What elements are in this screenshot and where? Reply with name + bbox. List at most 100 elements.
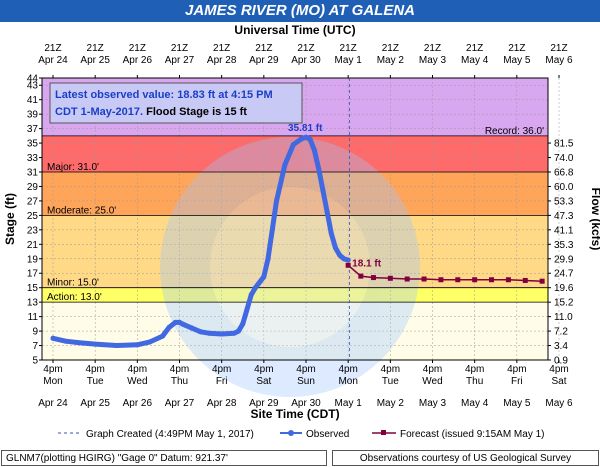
info-line-2-flood: Flood Stage is 15 ft [143,106,247,118]
observed-point [147,339,153,345]
x-day-label: Fri [511,376,523,387]
flow-tick-label: 11.0 [554,312,573,323]
x-time-label: 4pm [381,364,400,375]
observed-point [328,230,334,236]
latest-observation-box: Latest observed value: 18.83 ft at 4:15 … [49,82,303,124]
courtesy-footer: Observations courtesy of US Geological S… [332,450,599,466]
action-band [42,287,548,303]
observed-point [345,257,351,263]
plot-frame [41,77,549,361]
top-date-label: May 1 [335,55,363,66]
y-tick-label: 15 [27,283,39,294]
observed-point [341,256,347,262]
series-layer [50,78,545,360]
level-label-moderate: Moderate: 25.0' [47,205,116,216]
y-tick-label: 39 [27,110,39,121]
y-tick-label: 17 [27,269,39,280]
data-label-layer: 35.81 ft 18.1 ft [288,123,382,269]
observed-point [75,340,81,346]
forecast-start-label: 18.1 ft [352,258,382,269]
x-date-label: Apr 24 [38,398,68,409]
x-date-label: May 5 [503,398,531,409]
flow-tick-label: 0.9 [554,356,568,367]
forecast-point [455,277,461,283]
x-date-label: May 6 [545,398,573,409]
forecast-point [345,262,351,268]
flow-tick-label: 15.2 [554,298,574,309]
x-date-label: May 3 [419,398,447,409]
top-time-label: 21Z [171,43,188,54]
level-label-minor: Minor: 15.0' [47,278,99,289]
observed-point [269,227,275,233]
legend-forecast-marker [381,430,386,435]
observed-point [172,319,178,325]
forecast-point [489,277,495,283]
y-tick-label: 23 [27,225,39,236]
forecast-point [539,278,545,284]
top-date-label: Apr 30 [291,55,321,66]
y-tick-label: 25 [27,211,39,222]
chart-title: JAMES RIVER (MO) AT GALENA [0,0,600,22]
x-time-label: 4pm [549,364,568,375]
x-time-label: 4pm [423,364,442,375]
flow-tick-label: 47.3 [554,211,574,222]
x-day-label: Tue [87,376,104,387]
top-date-label: Apr 26 [123,55,153,66]
top-axis-label: Universal Time (UTC) [234,23,355,37]
observed-point [206,330,212,336]
flood-level-lines: Record: 36.0' Major: 31.0' Moderate: 25.0'… [42,126,548,303]
top-time-label: 21Z [129,43,146,54]
flow-tick-label: 66.8 [554,168,574,179]
observed-point [63,338,69,344]
y-tick-label: 11 [28,312,39,323]
observed-point [290,142,296,148]
observed-point [303,134,309,140]
y-tick-label: 35 [27,139,39,150]
top-time-label: 21Z [508,43,525,54]
y-tick-label: 5 [32,356,38,367]
forecast-point [421,276,427,282]
flow-tick-label: 74.0 [554,153,574,164]
y-axis-label: Stage (ft) [3,193,17,245]
observed-point [134,342,140,348]
top-date-label: May 4 [461,55,489,66]
legend-created-label: Graph Created (4:49PM May 1, 2017) [86,429,254,440]
flow-tick-label: 19.6 [554,283,574,294]
flow-tick-label: 81.5 [554,139,574,150]
x-time-label: 4pm [465,364,484,375]
x-day-label: Thu [171,376,188,387]
x-date-label: May 4 [461,398,489,409]
x-date-label: Apr 27 [165,398,195,409]
x-day-label: Mon [43,376,62,387]
flow-tick-label: 29.9 [554,254,574,265]
x-day-label: Sun [297,376,315,387]
forecast-point [472,277,478,283]
minor-band [42,215,548,288]
top-date-label: Apr 25 [80,55,110,66]
forecast-point [404,276,410,282]
observed-point [160,333,166,339]
x-date-label: May 1 [335,398,363,409]
observed-point [181,322,187,328]
observed-point [50,335,56,341]
hydrograph-chart: Record: 36.0' Major: 31.0' Moderate: 25.0'… [3,23,600,421]
flow-tick-label: 24.7 [554,269,574,280]
x-axis-label: Site Time (CDT) [250,407,339,421]
top-date-label: Apr 27 [165,55,195,66]
top-time-label: 21Z [44,43,61,54]
observed-point [231,330,237,336]
observed-point [189,325,195,331]
observed-point [166,324,172,330]
top-time-label: 21Z [424,43,441,54]
observed-point [282,162,288,168]
flow-tick-label: 7.2 [554,327,568,338]
x-time-label: 4pm [212,364,231,375]
x-date-label: May 2 [377,398,405,409]
y-tick-label: 13 [27,298,39,309]
observed-point [177,319,182,325]
forecast-point [522,277,528,283]
legend-forecast-label: Forecast (issued 9:15AM May 1) [400,429,545,440]
observed-point [244,306,250,312]
observed-point [273,198,279,204]
